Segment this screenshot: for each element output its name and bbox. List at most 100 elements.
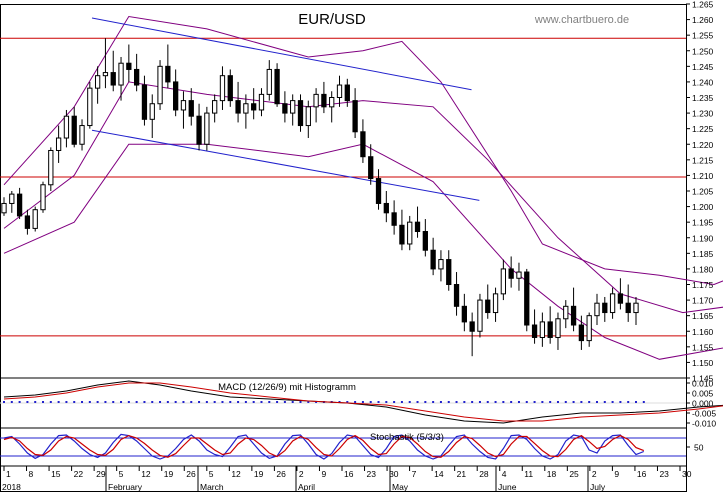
candle-body-down — [625, 302, 631, 314]
price-tick-label: 1.160 — [692, 327, 714, 337]
candle-body-up — [492, 293, 499, 314]
macd-histogram-bar — [439, 401, 442, 403]
candle-body-down — [602, 302, 608, 314]
candle-body-down — [391, 212, 397, 226]
time-tick-label: 26 — [276, 469, 286, 479]
time-tick-label: 18 — [547, 469, 557, 479]
candle-body-down — [547, 321, 553, 338]
time-tick-label: 30 — [682, 469, 692, 479]
candle-body-up — [477, 299, 483, 332]
candle-body-up — [258, 93, 265, 111]
time-tick-label: 5 — [209, 469, 214, 479]
time-tick-label: 14 — [434, 469, 444, 479]
macd-histogram-bar — [478, 401, 481, 403]
candle-body-up — [243, 103, 249, 114]
macd-histogram-bar — [424, 401, 427, 403]
candle-body-down — [126, 62, 132, 70]
candle-body-up — [539, 321, 546, 338]
candle-body-up — [118, 62, 124, 86]
bollinger-lower-band — [3, 143, 723, 360]
macd-tick-label: 0.005 — [692, 389, 714, 399]
macd-histogram-bar — [34, 401, 37, 403]
candle-body-up — [555, 318, 561, 338]
macd-histogram-bar — [120, 401, 123, 403]
macd-histogram-bar — [244, 401, 247, 403]
macd-tick-label: -0.010 — [692, 419, 716, 429]
candle-body-down — [375, 178, 382, 204]
macd-histogram-bar — [393, 401, 396, 403]
candle-body-down — [453, 284, 460, 307]
macd-histogram-bar — [455, 401, 458, 403]
macd-histogram-bar — [299, 401, 302, 403]
candle-body-up — [305, 106, 311, 127]
time-tick-label: 21 — [457, 469, 467, 479]
macd-histogram-bar — [525, 401, 528, 403]
macd-histogram-bar — [283, 401, 286, 403]
macd-histogram-bar — [416, 401, 419, 403]
chart-watermark: www.chartbuero.de — [534, 14, 629, 26]
macd-histogram-bar — [237, 401, 240, 403]
candle-body-down — [399, 224, 405, 245]
candle-body-up — [407, 221, 413, 245]
candle-body-down — [360, 131, 366, 158]
candle-body-up — [329, 97, 335, 108]
time-tick-label: 11 — [524, 469, 533, 479]
macd-histogram-bar — [127, 401, 130, 403]
price-tick-label: 1.155 — [692, 342, 714, 352]
candle-body-up — [313, 93, 319, 108]
time-tick-label: 19 — [254, 469, 264, 479]
candle-body-down — [282, 103, 288, 114]
time-tick-label: 26 — [186, 469, 196, 479]
price-tick-label: 1.210 — [692, 171, 714, 181]
candle-body-up — [149, 103, 155, 120]
macd-histogram-bar — [447, 401, 450, 403]
price-tick-label: 1.165 — [692, 311, 714, 321]
month-label: March — [200, 482, 224, 492]
macd-histogram-bar — [229, 401, 232, 403]
time-tick-label: 19 — [164, 469, 174, 479]
price-tick-label: 1.220 — [692, 140, 714, 150]
candle-body-up — [212, 100, 218, 114]
macd-histogram-bar — [174, 401, 177, 403]
candle-body-up — [1, 202, 7, 214]
time-tick-label: 22 — [74, 469, 84, 479]
candle-body-up — [79, 125, 85, 145]
time-tick-label: 16 — [344, 469, 354, 479]
macd-histogram-bar — [385, 401, 388, 403]
macd-histogram-bar — [213, 401, 216, 403]
trend-channel-line — [91, 17, 472, 91]
macd-signal-line — [3, 382, 723, 422]
macd-histogram-bar — [26, 401, 29, 403]
candle-body-down — [251, 103, 257, 111]
macd-histogram-bar — [182, 401, 185, 403]
candle-body-down — [383, 202, 389, 214]
price-tick-label: 1.225 — [692, 124, 714, 134]
plot-frame — [0, 4, 687, 492]
candle-body-down — [430, 249, 436, 270]
macd-histogram-bar — [112, 401, 115, 403]
time-tick-label: 9 — [614, 469, 619, 479]
time-tick-label: 2 — [592, 469, 597, 479]
price-tick-label: 1.150 — [692, 358, 714, 368]
candle-body-down — [461, 305, 467, 323]
macd-histogram-bar — [572, 401, 575, 403]
candle-body-up — [87, 87, 93, 127]
price-tick-label: 1.145 — [692, 374, 714, 384]
macd-histogram-bar — [580, 401, 583, 403]
macd-histogram-bar — [463, 401, 466, 403]
bollinger-middle-band — [3, 81, 723, 314]
macd-histogram-bar — [354, 401, 357, 403]
time-tick-label: 1 — [6, 469, 11, 479]
time-tick-label: 2 — [299, 469, 304, 479]
macd-histogram-bar — [627, 401, 630, 403]
macd-histogram-bar — [611, 401, 614, 403]
price-tick-label: 1.185 — [692, 249, 714, 259]
macd-histogram-bar — [81, 401, 84, 403]
trend-channel-line — [91, 129, 480, 201]
candle-body-down — [274, 68, 280, 105]
stoch-label: Stochastik (5/3/3) — [370, 432, 444, 443]
time-tick-label: 12 — [141, 469, 151, 479]
candle-body-up — [594, 302, 600, 317]
macd-histogram-bar — [635, 401, 637, 403]
